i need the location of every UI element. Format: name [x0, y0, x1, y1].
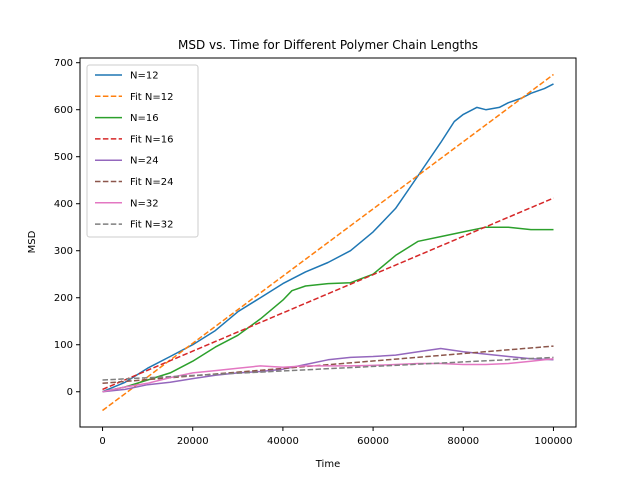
- y-tick-label: 700: [54, 58, 73, 69]
- legend: N=12 Fit N=12 N=16 Fit N=16 N=24 Fit N=24 N=32…: [86, 64, 199, 238]
- y-axis: 0 100 200 300 400 500 600 700: [54, 58, 80, 398]
- plot-area: [102, 73, 554, 412]
- x-axis: 0 20000 40000 60000 80000 100000: [99, 427, 573, 447]
- x-tick-label: 100000: [534, 436, 572, 447]
- x-tick-label: 0: [99, 436, 105, 447]
- legend-label: N=32: [130, 198, 159, 209]
- y-tick-label: 500: [54, 152, 73, 163]
- y-tick-label: 600: [54, 105, 73, 116]
- x-axis-label: Time: [315, 459, 340, 470]
- series-line-fit-n-12: [102, 73, 554, 412]
- axes-frame: [79, 57, 577, 428]
- x-tick-label: 20000: [177, 436, 209, 447]
- y-tick-label: 400: [54, 199, 73, 210]
- y-tick-label: 100: [54, 340, 73, 351]
- legend-label: N=16: [130, 113, 159, 124]
- legend-label: Fit N=24: [130, 177, 174, 188]
- series-line-n-32: [102, 358, 554, 393]
- series-line-fit-n-32: [102, 356, 554, 381]
- y-tick-label: 300: [54, 246, 73, 257]
- series-line-fit-n-24: [102, 345, 554, 385]
- y-tick-label: 200: [54, 293, 73, 304]
- legend-label: Fit N=32: [130, 220, 174, 231]
- legend-label: Fit N=12: [130, 92, 174, 103]
- series-line-n-12: [102, 83, 554, 393]
- legend-label: Fit N=16: [130, 134, 174, 145]
- x-tick-label: 40000: [267, 436, 299, 447]
- y-tick-label: 0: [67, 387, 73, 398]
- series-line-n-16: [102, 226, 554, 393]
- series-line-n-24: [102, 347, 554, 393]
- x-tick-label: 80000: [447, 436, 479, 447]
- y-axis-label: MSD: [27, 230, 38, 253]
- legend-label: N=12: [130, 71, 159, 82]
- legend-box: [86, 64, 199, 238]
- series-line-fit-n-16: [102, 197, 554, 391]
- legend-label: N=24: [130, 156, 159, 167]
- chart-title: MSD vs. Time for Different Polymer Chain…: [178, 38, 478, 52]
- x-tick-label: 60000: [357, 436, 389, 447]
